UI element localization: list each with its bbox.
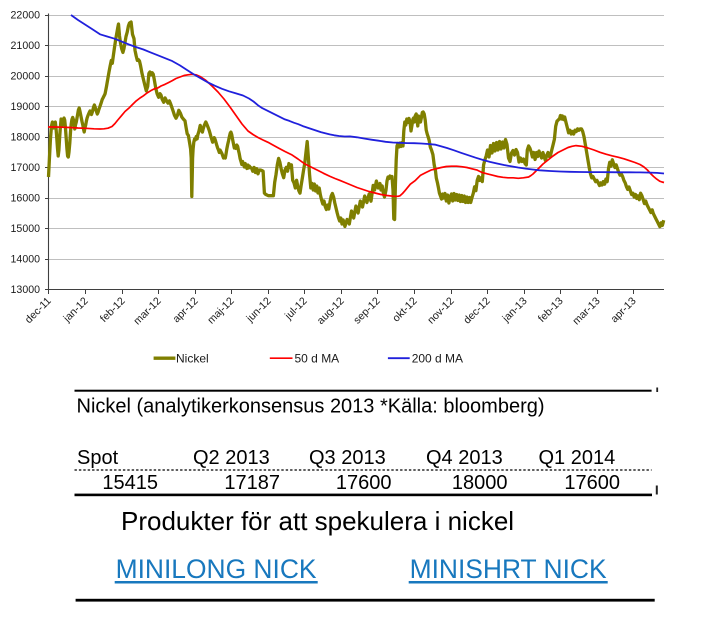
svg-text:Q3 2013: Q3 2013 — [309, 447, 386, 469]
svg-text:MINILONG NICK: MINILONG NICK — [116, 554, 317, 584]
svg-text:18000: 18000 — [452, 472, 508, 494]
svg-text:feb-12: feb-12 — [98, 295, 128, 325]
svg-text:17600: 17600 — [336, 472, 392, 494]
svg-text:feb-13: feb-13 — [536, 295, 566, 325]
svg-text:19000: 19000 — [11, 101, 41, 113]
svg-text:dec-12: dec-12 — [461, 295, 492, 326]
svg-text:dec-11: dec-11 — [23, 295, 54, 326]
svg-text:17187: 17187 — [224, 472, 280, 494]
svg-text:20000: 20000 — [11, 71, 41, 83]
svg-text:okt-12: okt-12 — [390, 295, 419, 324]
svg-text:Q2 2013: Q2 2013 — [193, 447, 270, 469]
svg-text:17000: 17000 — [11, 162, 41, 174]
svg-text:16000: 16000 — [11, 193, 41, 205]
svg-text:aug-12: aug-12 — [315, 295, 347, 327]
svg-text:Produkter för att spekulera i: Produkter för att spekulera i nickel — [121, 506, 514, 536]
svg-text:sep-12: sep-12 — [351, 295, 382, 326]
svg-text:17600: 17600 — [564, 472, 620, 494]
svg-text:Spot: Spot — [77, 447, 119, 469]
svg-text:15415: 15415 — [102, 472, 158, 494]
svg-text:apr-12: apr-12 — [170, 295, 200, 325]
svg-text:Q4 2013: Q4 2013 — [426, 447, 503, 469]
svg-text:nov-12: nov-12 — [425, 295, 456, 326]
svg-text:Nickel: Nickel — [176, 352, 209, 366]
svg-text:mar-13: mar-13 — [570, 295, 602, 327]
svg-text:50 d MA: 50 d MA — [295, 352, 340, 366]
svg-text:18000: 18000 — [11, 132, 41, 144]
svg-text:apr-13: apr-13 — [608, 295, 638, 325]
svg-text:21000: 21000 — [11, 40, 41, 52]
svg-text:Nickel (analytikerkonsensus 20: Nickel (analytikerkonsensus 2013 *Källa:… — [77, 395, 545, 417]
svg-text:maj-12: maj-12 — [205, 295, 236, 326]
svg-text:15000: 15000 — [11, 223, 41, 235]
svg-text:Q1 2014: Q1 2014 — [539, 447, 616, 469]
svg-text:jun-12: jun-12 — [244, 295, 274, 325]
svg-text:jan-13: jan-13 — [500, 295, 530, 325]
svg-text:22000: 22000 — [11, 10, 41, 22]
svg-text:jul-12: jul-12 — [282, 295, 310, 323]
svg-text:13000: 13000 — [11, 284, 41, 296]
svg-text:200 d MA: 200 d MA — [412, 352, 463, 366]
svg-text:MINISHRT NICK: MINISHRT NICK — [410, 554, 607, 584]
svg-text:14000: 14000 — [11, 254, 41, 266]
svg-text:mar-12: mar-12 — [131, 295, 163, 327]
svg-text:jan-12: jan-12 — [61, 295, 91, 325]
